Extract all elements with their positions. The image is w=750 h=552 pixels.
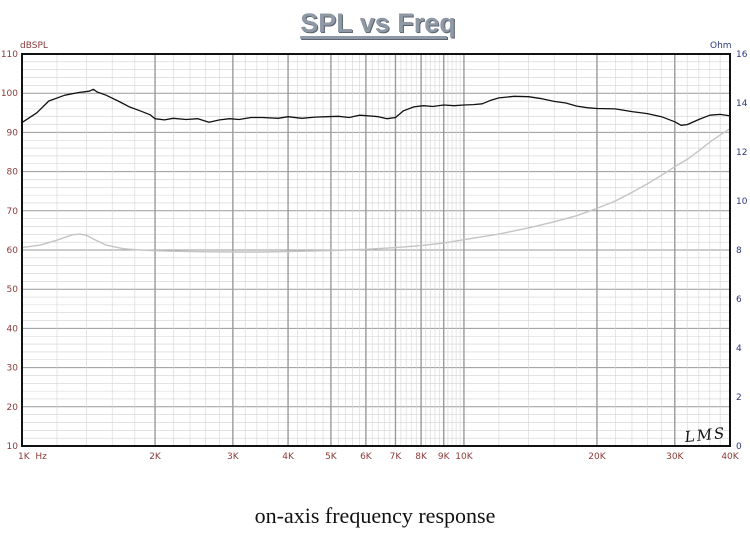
x-tick-label: 30K	[666, 452, 684, 462]
x-tick-label: 40K	[721, 452, 739, 462]
x-tick-label: 7K	[390, 452, 403, 462]
x-tick-label: 9K	[438, 452, 451, 462]
y-right-tick-label: 12	[736, 148, 747, 158]
lms-watermark: LMS	[683, 424, 727, 446]
y-left-tick-label: 30	[7, 364, 19, 374]
y-left-tick-label: 70	[7, 207, 19, 217]
y-left-tick-label: 40	[7, 324, 19, 334]
y-left-tick-label: 110	[1, 50, 18, 60]
y-left-tick-label: 100	[1, 89, 18, 99]
x-tick-label: 1K Hz	[18, 452, 47, 462]
data-series	[21, 88, 731, 253]
chart-caption: on-axis frequency response	[254, 503, 496, 528]
grid-lines	[21, 53, 731, 447]
x-tick-label: 6K	[360, 452, 373, 462]
x-tick-label: 4K	[282, 452, 295, 462]
y-right-tick-label: 2	[736, 393, 742, 403]
y-right-unit-label: Ohm	[710, 41, 732, 51]
x-tick-label: 3K	[227, 452, 240, 462]
plot-frame	[21, 53, 731, 447]
impedance-curve	[21, 128, 731, 253]
x-tick-label: 2K	[149, 452, 162, 462]
axis-units: dBSPL Ohm	[20, 41, 732, 51]
x-tick-label: 5K	[325, 452, 338, 462]
chart-title: SPL vs Freq	[300, 8, 456, 38]
y-left-tick-label: 10	[7, 442, 19, 452]
x-tick-label: 8K	[415, 452, 428, 462]
y-right-tick-label: 16	[736, 50, 748, 60]
y-right-tick-label: 10	[736, 197, 748, 207]
y-left-tick-label: 90	[7, 128, 19, 138]
spl-frequency-chart: 10 20 30 40 50 60 70 80 90 100 110 0 2 4 6 8 10 12 14 16 1K …	[1, 41, 748, 462]
y-left-tick-label: 20	[7, 403, 19, 413]
y-right-tick-label: 8	[736, 246, 742, 256]
spl-curve	[21, 88, 731, 126]
tick-labels: 10 20 30 40 50 60 70 80 90 100 110 0 2 4 6 8 10 12 14 16 1K …	[1, 50, 748, 462]
y-right-tick-label: 6	[736, 295, 742, 305]
y-left-tick-label: 80	[7, 168, 19, 178]
x-tick-label: 20K	[588, 452, 606, 462]
y-left-unit-label: dBSPL	[20, 41, 48, 51]
y-right-tick-label: 14	[736, 99, 748, 109]
y-left-tick-label: 50	[7, 285, 19, 295]
y-right-tick-label: 0	[736, 442, 742, 452]
y-right-tick-label: 4	[736, 344, 742, 354]
x-tick-label: 10K	[455, 452, 473, 462]
y-left-tick-label: 60	[7, 246, 19, 256]
